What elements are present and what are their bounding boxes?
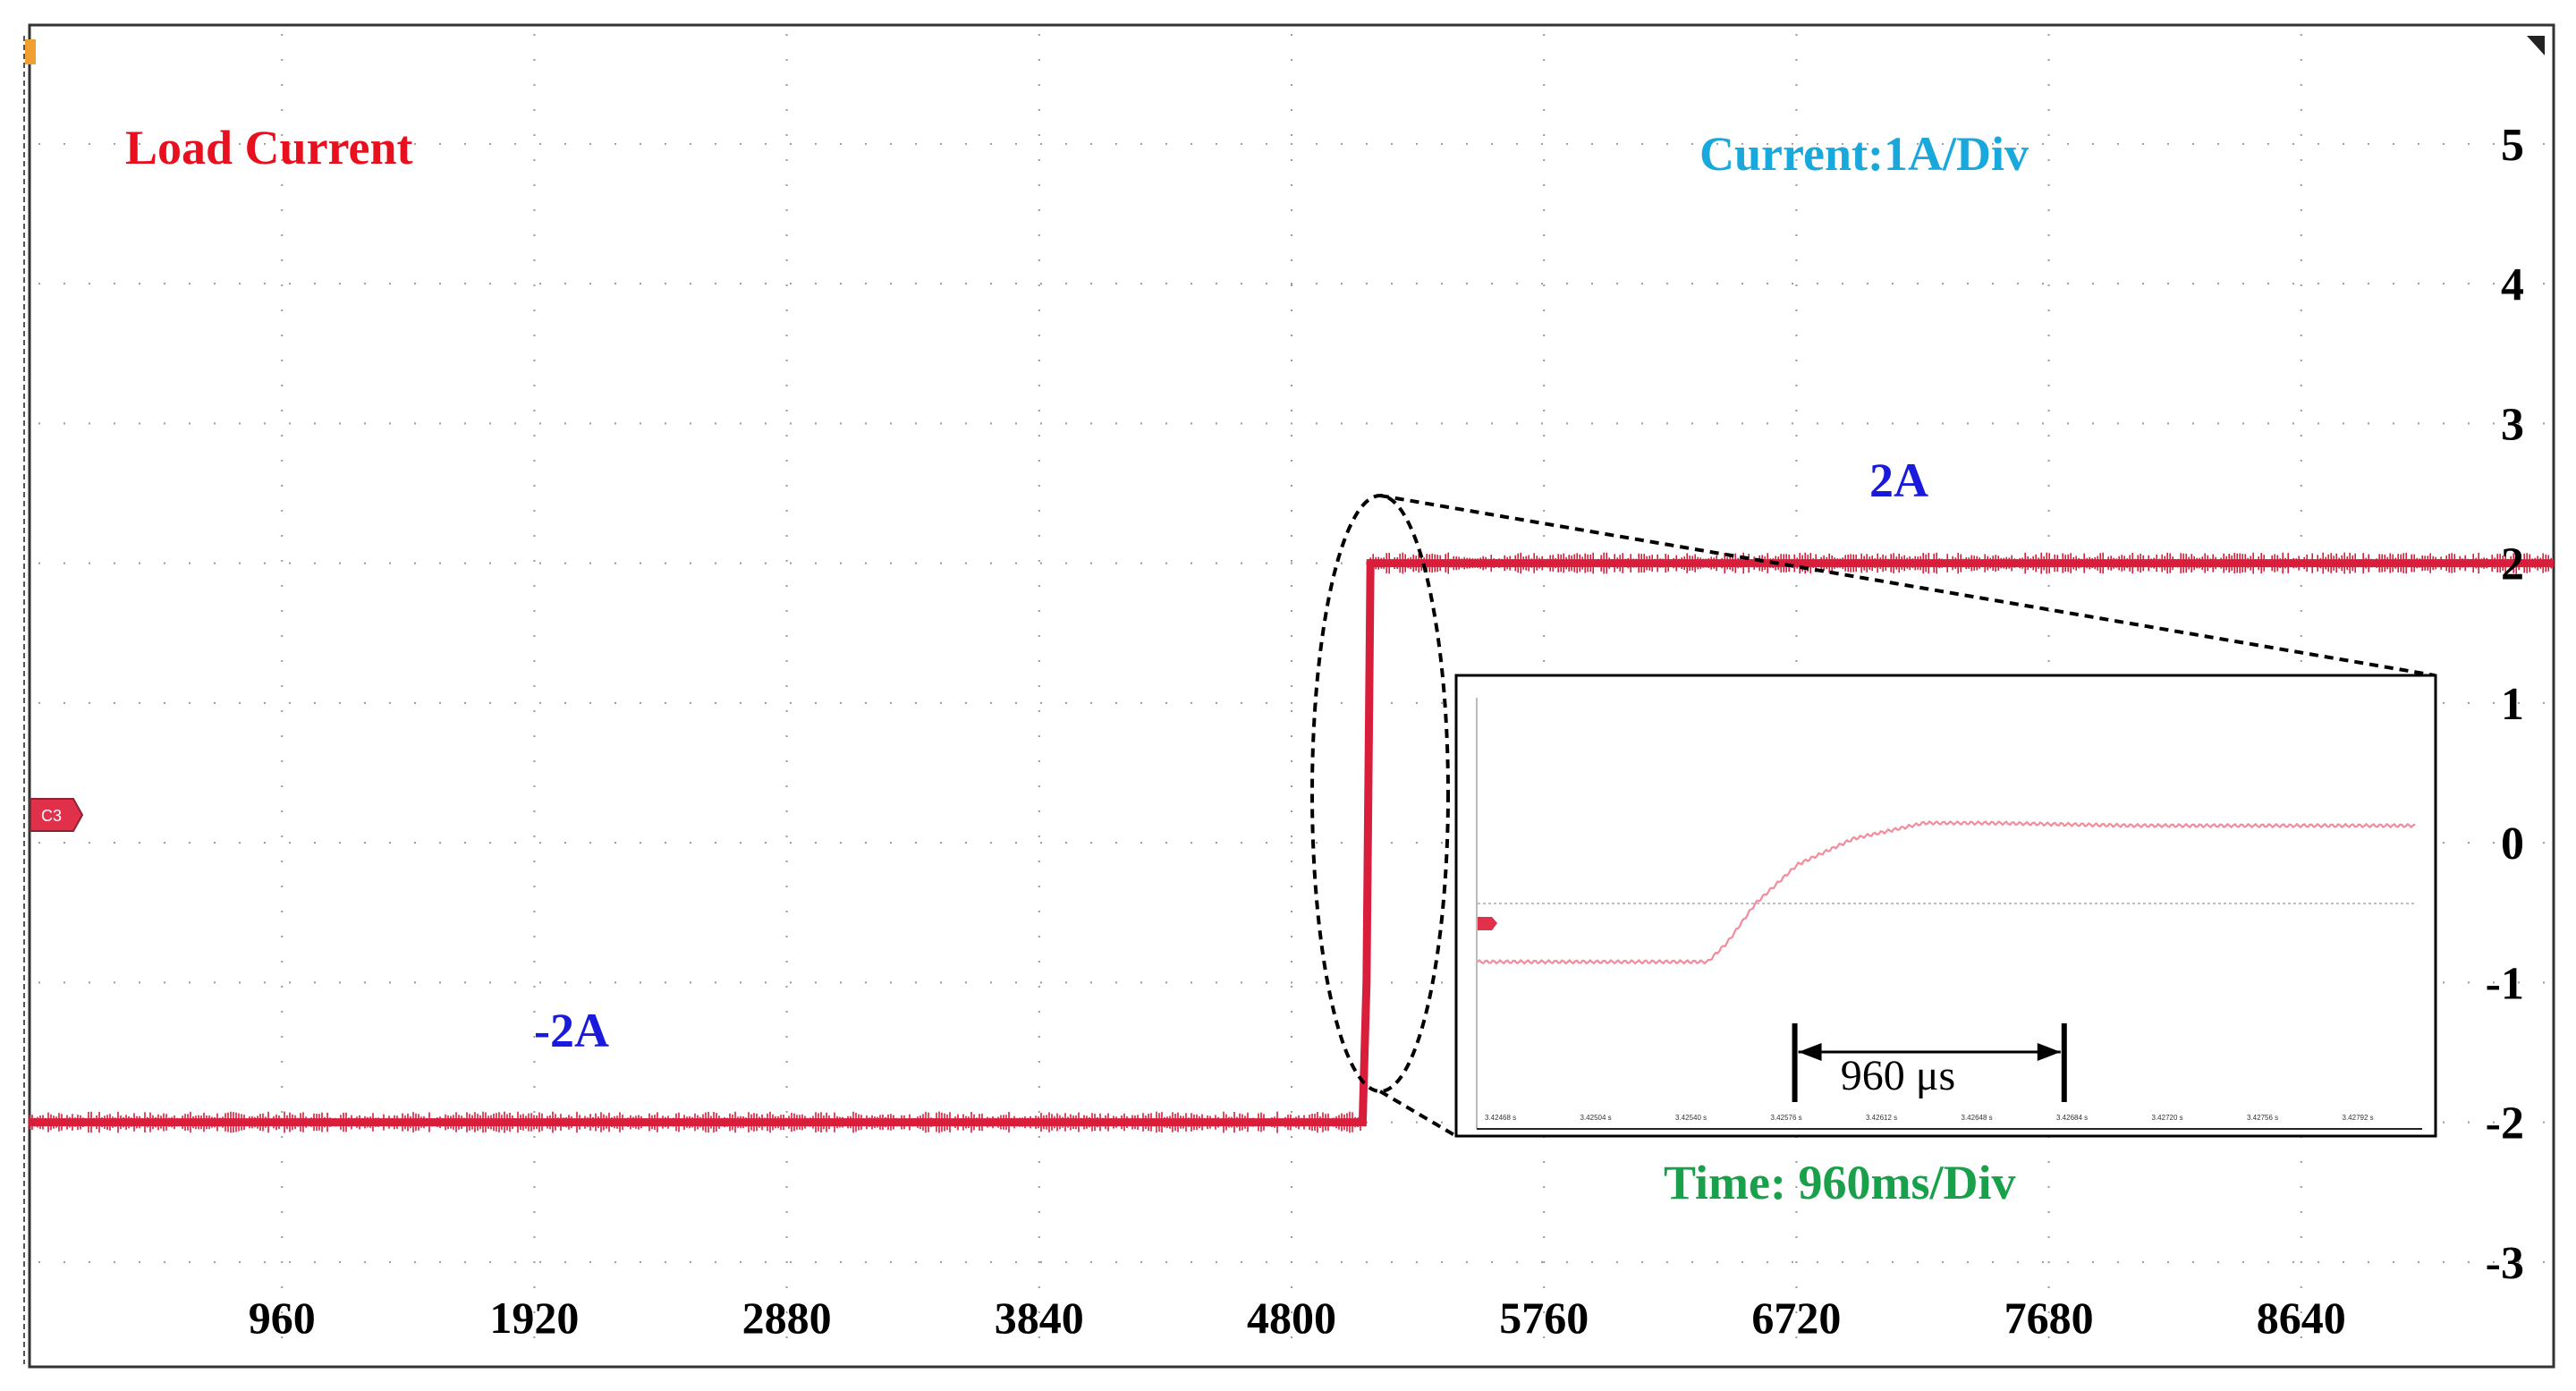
inset-panel: 3.42468 s 3.42504 s 3.42540 s 3.42576 s 3.42… <box>1454 674 2437 1138</box>
y-tick-label: -3 <box>2486 1238 2524 1289</box>
inset-x-tick-label: 3.42648 s <box>1962 1114 1993 1122</box>
x-tick-label: 7680 <box>2004 1293 2094 1343</box>
inset-interval-label: 960 μs <box>1841 1052 1955 1099</box>
zoom-callout-bottom <box>1378 1090 1458 1138</box>
channel-marker: C3 <box>30 798 84 832</box>
inset-content: 3.42468 s 3.42504 s 3.42540 s 3.42576 s 3.42… <box>1476 698 2422 1130</box>
y-tick-label: -2 <box>2486 1098 2524 1149</box>
inset-x-tick-label: 3.42504 s <box>1580 1114 1612 1122</box>
low-level-label: -2A <box>534 1004 609 1057</box>
y-tick-label: 5 <box>2501 120 2524 171</box>
x-tick-label: 1920 <box>489 1293 579 1343</box>
x-tick-label: 2880 <box>742 1293 832 1343</box>
main-trace-group <box>29 552 2554 1133</box>
current-scale-label: Current:1A/Div <box>1699 127 2029 181</box>
inset-x-tick-label: 3.42684 s <box>2056 1114 2088 1122</box>
inset-frame <box>1454 674 2437 1138</box>
zoom-ellipse <box>1310 494 1450 1093</box>
x-tick-label: 8640 <box>2257 1293 2346 1343</box>
inset-x-tick-label: 3.42468 s <box>1485 1114 1516 1122</box>
arrow-right-icon <box>2037 1043 2061 1061</box>
x-tick-label: 3840 <box>995 1293 1084 1343</box>
y-tick-label: 1 <box>2501 679 2524 730</box>
y-tick-label: 2 <box>2501 539 2524 590</box>
y-tick-label: 4 <box>2501 259 2524 310</box>
x-tick-label: 6720 <box>1751 1293 1841 1343</box>
y-tick-label: 0 <box>2501 818 2524 869</box>
inset-x-tick-label: 3.42576 s <box>1771 1114 1802 1122</box>
arrow-left-icon <box>1798 1043 1822 1061</box>
plot-frame <box>28 23 2555 1369</box>
channel-marker-label: C3 <box>41 807 62 825</box>
inset-x-tick-label: 3.42540 s <box>1675 1114 1707 1122</box>
high-level-label: 2A <box>1869 454 1928 507</box>
zoom-callout-top <box>1379 494 2436 677</box>
series-noise <box>29 552 2552 1133</box>
inset-x-tick-label: 3.42792 s <box>2343 1114 2374 1122</box>
chart-title: Load Current <box>125 121 413 174</box>
inset-series-line <box>1477 819 2416 965</box>
x-tick-label: 4800 <box>1247 1293 1336 1343</box>
x-tick-labels: 960 1920 2880 3840 4800 5760 6720 7680 8640 <box>249 1293 2346 1343</box>
interval-annotation <box>1792 1023 2067 1102</box>
inset-x-tick-label: 3.42612 s <box>1866 1114 1897 1122</box>
y-tick-labels: 5 4 3 2 1 0 -1 -2 -3 <box>2486 120 2524 1289</box>
trigger-marker <box>25 39 36 64</box>
y-tick-label: 3 <box>2501 399 2524 450</box>
x-tick-label: 960 <box>249 1293 316 1343</box>
corner-arrow-icon <box>2527 36 2545 55</box>
inset-x-tick-label: 3.42720 s <box>2152 1114 2183 1122</box>
time-scale-label: Time: 960ms/Div <box>1664 1156 2015 1209</box>
inset-channel-marker <box>1478 917 1497 930</box>
y-tick-label: -1 <box>2486 958 2524 1009</box>
x-tick-label: 5760 <box>1499 1293 1589 1343</box>
inset-x-tick-label: 3.42756 s <box>2247 1114 2278 1122</box>
